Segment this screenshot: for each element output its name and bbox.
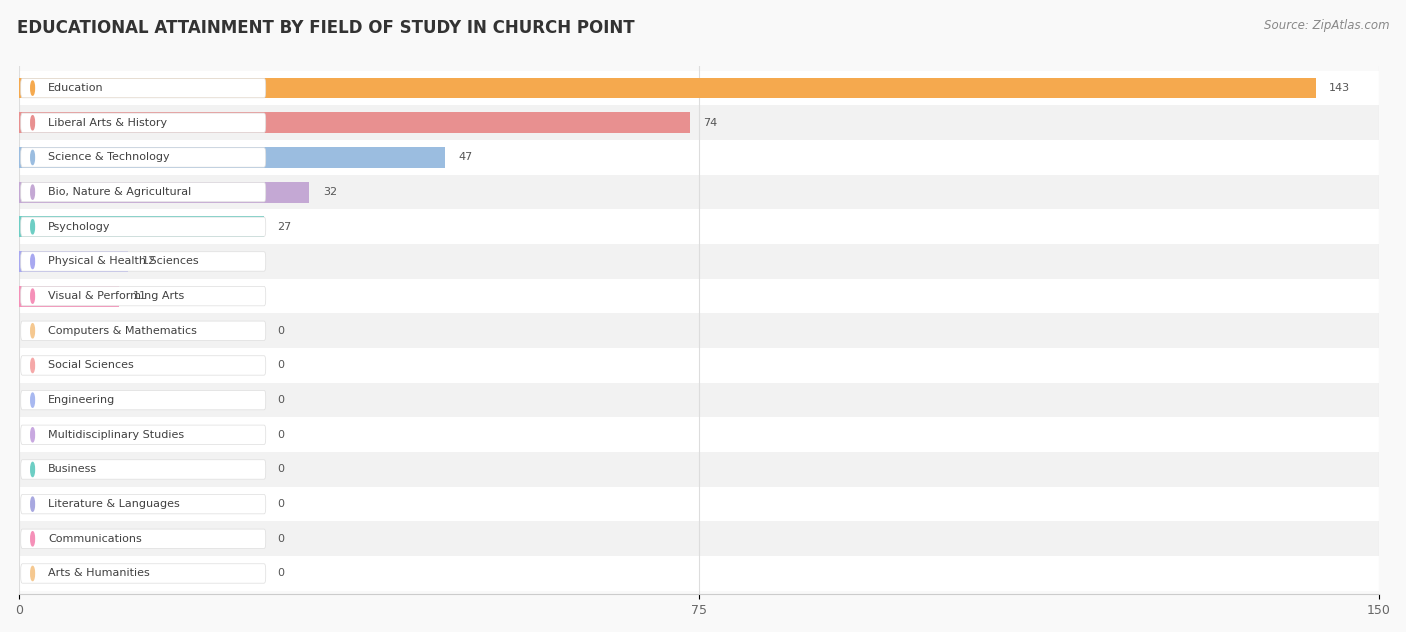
Circle shape (31, 566, 35, 581)
FancyBboxPatch shape (21, 286, 266, 306)
Circle shape (31, 254, 35, 269)
Circle shape (31, 532, 35, 546)
FancyBboxPatch shape (21, 425, 266, 444)
Text: 0: 0 (277, 325, 284, 336)
Text: 0: 0 (277, 360, 284, 370)
Bar (20, 216, 264, 237)
Text: 74: 74 (703, 118, 718, 128)
FancyBboxPatch shape (21, 217, 266, 236)
Text: EDUCATIONAL ATTAINMENT BY FIELD OF STUDY IN CHURCH POINT: EDUCATIONAL ATTAINMENT BY FIELD OF STUDY… (17, 19, 634, 37)
Circle shape (31, 220, 35, 234)
Bar (20, 112, 690, 133)
FancyBboxPatch shape (21, 494, 266, 514)
Circle shape (31, 324, 35, 338)
Bar (20, 209, 1379, 244)
Bar (20, 286, 118, 307)
Text: Source: ZipAtlas.com: Source: ZipAtlas.com (1264, 19, 1389, 32)
Bar (20, 418, 1379, 452)
Text: 0: 0 (277, 568, 284, 578)
FancyBboxPatch shape (21, 113, 266, 133)
Text: 47: 47 (458, 152, 472, 162)
Bar (20, 556, 1379, 591)
FancyBboxPatch shape (21, 183, 266, 202)
Bar (20, 106, 1379, 140)
Circle shape (31, 116, 35, 130)
Text: Education: Education (48, 83, 104, 93)
Bar (20, 383, 1379, 418)
Circle shape (31, 185, 35, 199)
Text: 12: 12 (142, 257, 156, 267)
Text: 11: 11 (132, 291, 146, 301)
Bar (20, 71, 1379, 106)
Text: Bio, Nature & Agricultural: Bio, Nature & Agricultural (48, 187, 191, 197)
Text: 0: 0 (277, 430, 284, 440)
Bar (20, 175, 1379, 209)
Circle shape (31, 289, 35, 303)
Text: 0: 0 (277, 499, 284, 509)
FancyBboxPatch shape (21, 391, 266, 410)
Circle shape (31, 497, 35, 511)
Text: Psychology: Psychology (48, 222, 111, 232)
Bar (20, 244, 1379, 279)
Bar (20, 251, 128, 272)
Bar (20, 147, 446, 168)
Bar (20, 313, 1379, 348)
Text: 143: 143 (1329, 83, 1350, 93)
Text: 32: 32 (323, 187, 337, 197)
Text: Literature & Languages: Literature & Languages (48, 499, 180, 509)
Bar (20, 140, 1379, 175)
FancyBboxPatch shape (21, 564, 266, 583)
Circle shape (31, 150, 35, 164)
FancyBboxPatch shape (21, 148, 266, 167)
Circle shape (31, 393, 35, 407)
Text: 0: 0 (277, 395, 284, 405)
Text: Social Sciences: Social Sciences (48, 360, 134, 370)
Text: 27: 27 (277, 222, 291, 232)
FancyBboxPatch shape (21, 459, 266, 479)
Text: Engineering: Engineering (48, 395, 115, 405)
FancyBboxPatch shape (21, 78, 266, 98)
Text: Multidisciplinary Studies: Multidisciplinary Studies (48, 430, 184, 440)
FancyBboxPatch shape (21, 529, 266, 549)
Text: 0: 0 (277, 465, 284, 475)
Text: Computers & Mathematics: Computers & Mathematics (48, 325, 197, 336)
Bar (20, 78, 1316, 99)
FancyBboxPatch shape (21, 356, 266, 375)
Text: Communications: Communications (48, 534, 142, 544)
Text: Visual & Performing Arts: Visual & Performing Arts (48, 291, 184, 301)
Bar (20, 182, 309, 202)
Bar (20, 279, 1379, 313)
Bar (20, 521, 1379, 556)
Circle shape (31, 358, 35, 373)
Circle shape (31, 81, 35, 95)
Circle shape (31, 463, 35, 477)
FancyBboxPatch shape (21, 252, 266, 271)
Text: Liberal Arts & History: Liberal Arts & History (48, 118, 167, 128)
Text: Physical & Health Sciences: Physical & Health Sciences (48, 257, 198, 267)
Bar (20, 348, 1379, 383)
Bar (20, 452, 1379, 487)
Text: 0: 0 (277, 534, 284, 544)
Circle shape (31, 428, 35, 442)
Bar (20, 487, 1379, 521)
FancyBboxPatch shape (21, 321, 266, 341)
Text: Business: Business (48, 465, 97, 475)
Text: Science & Technology: Science & Technology (48, 152, 170, 162)
Text: Arts & Humanities: Arts & Humanities (48, 568, 150, 578)
